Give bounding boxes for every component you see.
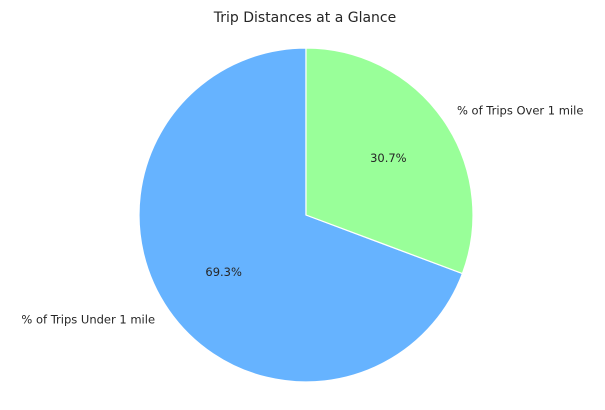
percent-label-1: 69.3% [205,265,242,279]
pie-slice-2 [305,47,474,275]
pie-slice-1 [138,47,464,383]
slice-label-1: % of Trips Under 1 mile [21,313,155,327]
percent-label-2: 30.7% [370,151,407,165]
pie-labels: % of Trips Under 1 mile 69.3% % of Trips O… [21,103,583,326]
pie-slices [138,47,474,383]
chart-title: Trip Distances at a Glance [213,10,397,26]
slice-label-2: % of Trips Over 1 mile [457,103,583,117]
